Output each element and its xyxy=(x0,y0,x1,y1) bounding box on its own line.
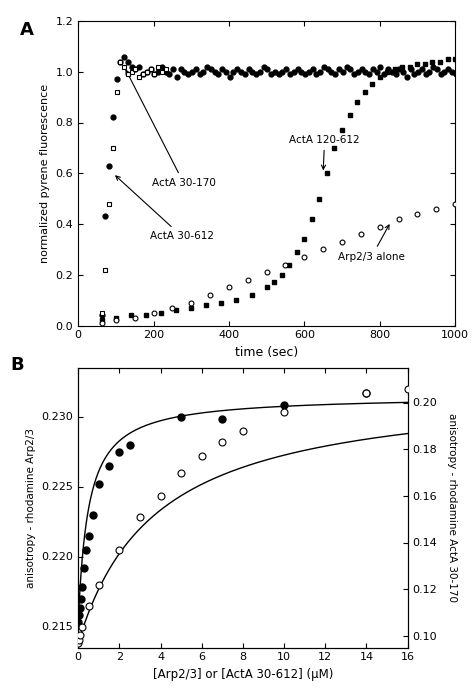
Text: A: A xyxy=(20,21,34,39)
Y-axis label: anisotropy - rhodamine Arp2/3: anisotropy - rhodamine Arp2/3 xyxy=(26,428,36,587)
Y-axis label: normalized pyrene fluorescence: normalized pyrene fluorescence xyxy=(40,84,50,262)
Text: ActA 120-612: ActA 120-612 xyxy=(289,135,360,169)
Y-axis label: anisotropy - rhodamine ActA 30-170: anisotropy - rhodamine ActA 30-170 xyxy=(447,413,456,602)
Text: ActA 30-612: ActA 30-612 xyxy=(116,176,214,241)
Text: B: B xyxy=(11,356,24,374)
Text: ActA 30-170: ActA 30-170 xyxy=(126,70,216,188)
X-axis label: [Arp2/3] or [ActA 30-612] (μM): [Arp2/3] or [ActA 30-612] (μM) xyxy=(153,668,333,681)
Text: Arp2/3 alone: Arp2/3 alone xyxy=(338,225,405,262)
X-axis label: time (sec): time (sec) xyxy=(235,346,298,359)
